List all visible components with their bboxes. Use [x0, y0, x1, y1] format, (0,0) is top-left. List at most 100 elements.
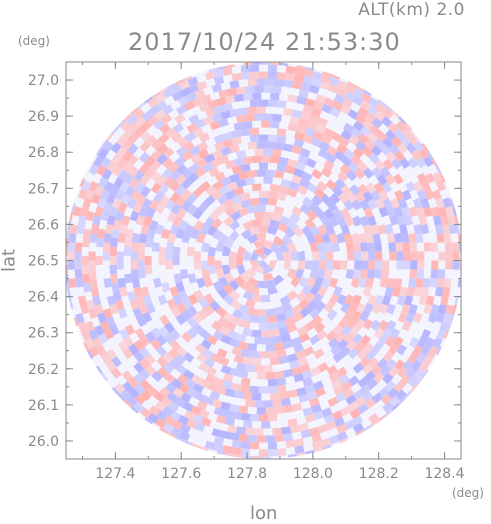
range-gate-cell	[94, 206, 104, 217]
range-gate-cell	[310, 366, 322, 377]
range-gate-cell	[274, 370, 285, 379]
range-gate-cell	[97, 176, 109, 188]
range-gate-cell	[176, 302, 187, 314]
range-gate-cell	[193, 251, 202, 261]
range-gate-cell	[222, 67, 233, 76]
range-gate-cell	[275, 250, 285, 261]
range-gate-cell	[368, 260, 376, 270]
range-gate-cell	[423, 155, 434, 168]
range-gate-cell	[371, 303, 382, 314]
range-gate-cell	[199, 329, 211, 341]
range-gate-cell	[363, 302, 374, 314]
range-gate-cell	[309, 268, 319, 280]
range-gate-cell	[82, 273, 90, 284]
range-gate-cell	[357, 106, 369, 118]
range-gate-cell	[210, 157, 222, 169]
range-gate-cell	[368, 357, 380, 369]
range-gate-cell	[412, 312, 423, 324]
range-gate-cell	[165, 251, 173, 261]
range-gate-cell	[163, 176, 175, 188]
range-gate-cell	[233, 454, 244, 459]
range-gate-cell	[249, 134, 260, 143]
range-gate-cell	[311, 433, 322, 443]
range-gate-cell	[389, 395, 401, 407]
range-gate-cell	[211, 398, 223, 409]
range-gate-cell	[351, 95, 364, 106]
range-gate-cell	[360, 92, 372, 103]
range-gate-cell	[181, 178, 193, 190]
range-gate-cell	[251, 218, 262, 227]
range-gate-cell	[403, 251, 411, 261]
range-gate-cell	[213, 68, 224, 78]
range-gate-cell	[123, 173, 134, 185]
range-gate-cell	[97, 197, 107, 209]
range-gate-cell	[184, 131, 197, 143]
range-gate-cell	[240, 412, 251, 421]
range-gate-cell	[177, 373, 189, 385]
range-gate-cell	[263, 176, 273, 184]
range-gate-cell	[139, 368, 151, 381]
range-gate-cell	[117, 308, 128, 319]
range-gate-cell	[97, 148, 109, 160]
range-gate-cell	[382, 108, 394, 120]
range-gate-cell	[88, 308, 98, 319]
range-gate-cell	[240, 199, 251, 209]
range-gate-cell	[274, 142, 285, 151]
range-gate-cell	[384, 380, 397, 392]
range-gate-cell	[175, 145, 188, 157]
range-gate-cell	[112, 219, 122, 230]
range-gate-cell	[340, 325, 352, 337]
range-gate-cell	[162, 405, 174, 417]
range-gate-cell	[233, 390, 244, 399]
range-gate-cell	[396, 215, 406, 226]
range-gate-cell	[272, 335, 283, 344]
range-gate-cell	[297, 260, 306, 271]
range-gate-cell	[258, 225, 269, 233]
range-gate-cell	[267, 378, 278, 387]
range-gate-cell	[319, 80, 331, 91]
range-gate-cell	[166, 298, 177, 310]
range-gate-cell	[198, 409, 210, 419]
range-gate-cell	[231, 382, 242, 392]
y-tick-label: 27.0	[28, 73, 59, 89]
range-gate-cell	[379, 365, 391, 377]
range-gate-cell	[388, 143, 400, 155]
range-gate-cell	[82, 282, 92, 293]
range-gate-cell	[267, 315, 278, 324]
range-gate-cell	[301, 225, 313, 237]
range-gate-cell	[68, 278, 77, 288]
range-gate-cell	[245, 113, 255, 122]
range-gate-cell	[207, 382, 219, 393]
range-gate-cell	[247, 343, 257, 352]
range-gate-cell	[119, 286, 128, 298]
range-gate-cell	[389, 251, 397, 261]
range-gate-cell	[138, 303, 149, 315]
range-gate-cell	[255, 280, 267, 289]
range-gate-cell	[100, 320, 110, 332]
range-gate-cell	[413, 368, 425, 381]
range-gate-cell	[182, 352, 195, 363]
range-gate-cell	[190, 405, 202, 416]
range-gate-cell	[313, 322, 326, 334]
range-gate-cell	[162, 104, 174, 116]
range-gate-cell	[114, 382, 126, 395]
range-gate-cell	[235, 333, 247, 343]
range-gate-cell	[321, 103, 333, 114]
range-gate-cell	[394, 359, 406, 371]
range-gate-cell	[346, 317, 358, 330]
range-gate-cell	[188, 114, 200, 125]
range-gate-cell	[198, 132, 211, 143]
range-gate-cell	[153, 191, 165, 203]
range-gate-cell	[393, 128, 405, 140]
range-gate-cell	[214, 260, 223, 271]
range-gate-cell	[278, 156, 289, 166]
range-gate-cell	[396, 260, 404, 270]
range-gate-cell	[401, 233, 410, 243]
range-gate-cell	[67, 242, 76, 252]
range-gate-cell	[367, 294, 377, 306]
range-gate-cell	[165, 127, 177, 139]
range-gate-cell	[457, 278, 461, 288]
range-gate-cell	[362, 167, 374, 179]
range-gate-cell	[311, 107, 322, 117]
range-gate-cell	[290, 250, 299, 261]
